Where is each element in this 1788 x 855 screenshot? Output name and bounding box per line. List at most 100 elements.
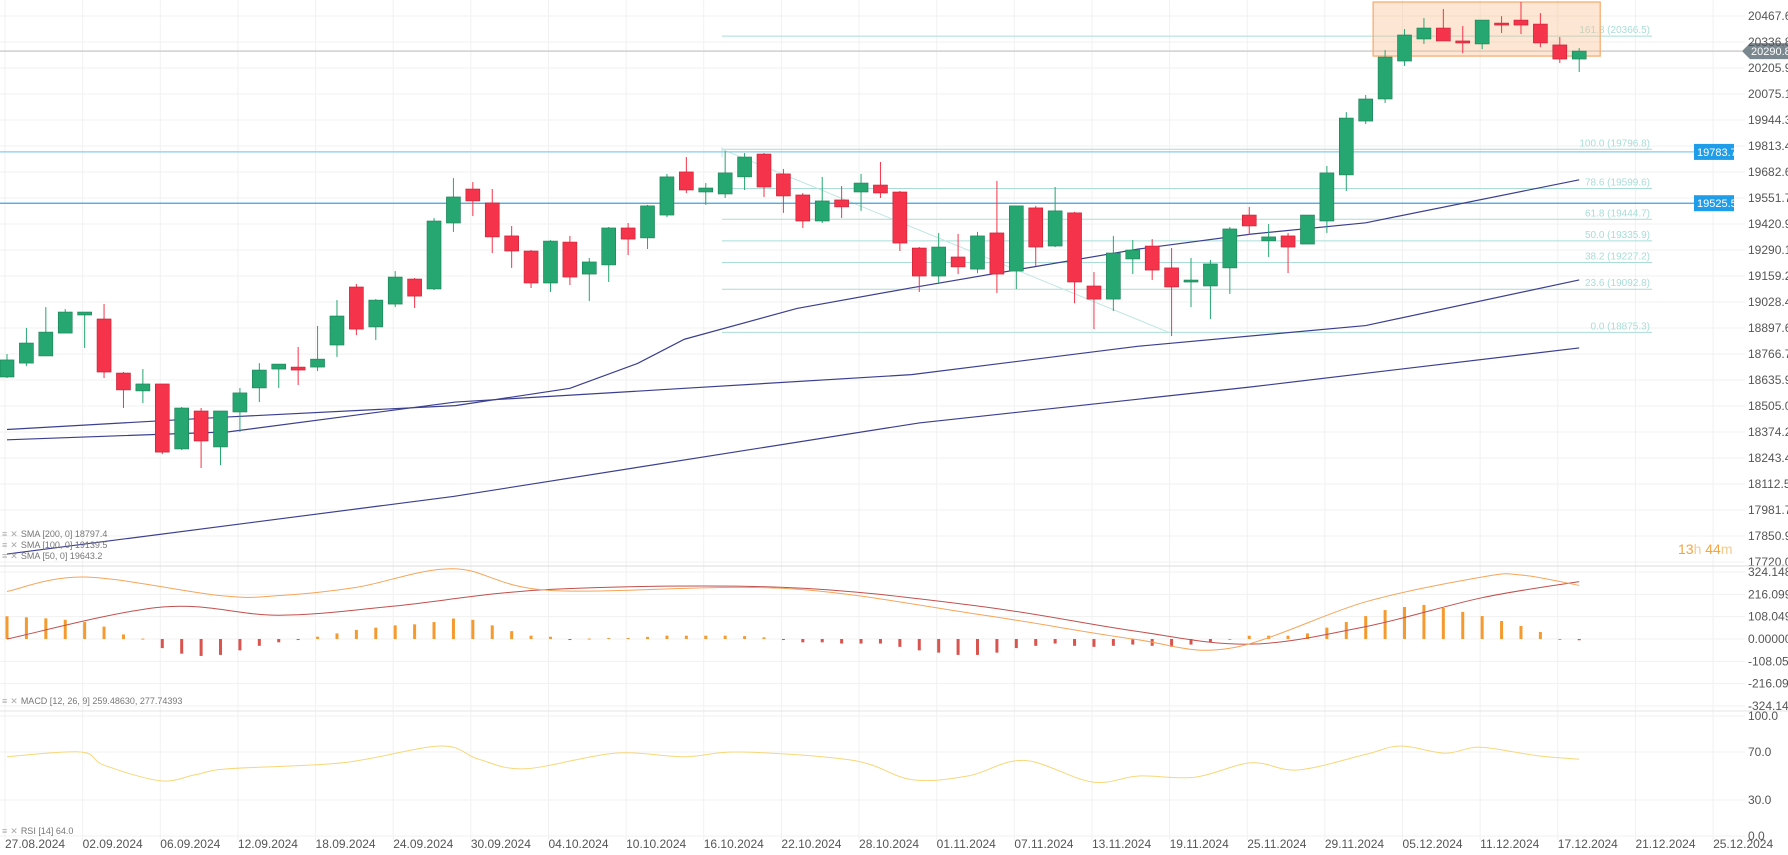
- price-tag: [1694, 195, 1734, 212]
- candle-body: [1047, 210, 1063, 247]
- candle-up: [1183, 257, 1199, 308]
- candle-body: [193, 410, 209, 442]
- macd-histogram-bar: [451, 618, 455, 639]
- macd-histogram-bar: [1286, 635, 1290, 639]
- fibonacci-retracement[interactable]: 161.8 (20366.5) 100.0 (19796.8) 78.6 (1959…: [721, 25, 1652, 333]
- candle-body: [329, 315, 345, 346]
- close-icon[interactable]: ✕: [10, 529, 18, 539]
- candle-down: [776, 168, 791, 213]
- candle-body: [1280, 235, 1296, 248]
- macd-histogram-bar: [354, 629, 358, 639]
- macd-histogram-bar: [1034, 639, 1038, 646]
- candle-up: [135, 369, 151, 404]
- legend-sma100[interactable]: ≡ ✕ SMA [100, 0] 19139.5: [2, 540, 107, 551]
- candle-down: [407, 278, 422, 309]
- candle-body: [679, 171, 694, 191]
- candle-up: [1338, 112, 1354, 191]
- candle-down: [349, 284, 364, 336]
- candle-body: [465, 188, 481, 202]
- candle-up: [329, 300, 345, 357]
- close-icon[interactable]: ✕: [10, 826, 18, 836]
- candle-body: [1455, 40, 1471, 44]
- date-tick-label: 04.10.2024: [548, 837, 608, 851]
- candle-body: [892, 191, 908, 244]
- candle-up: [717, 151, 733, 198]
- rsi-panel: [6, 745, 1580, 784]
- close-icon[interactable]: ✕: [10, 696, 18, 706]
- rsi-tick-label: 70.0: [1748, 745, 1772, 759]
- legend-macd[interactable]: ≡ ✕ MACD [12, 26, 9] 259.48630, 277.74393: [2, 696, 182, 707]
- candle-down: [989, 180, 1005, 293]
- candle-down: [484, 189, 500, 254]
- candle-body: [1125, 249, 1141, 260]
- candle-body: [659, 176, 675, 216]
- macd-histogram-bar: [937, 639, 941, 653]
- legend-sma50[interactable]: ≡ ✕ SMA [50, 0] 19643.2: [2, 551, 102, 562]
- candle-body: [484, 202, 500, 238]
- candle-up: [1474, 19, 1490, 50]
- fib-level-label: 61.8 (19444.7): [1585, 208, 1650, 219]
- date-tick-label: 27.08.2024: [5, 837, 65, 851]
- date-tick-label: 21.12.2024: [1635, 837, 1695, 851]
- legend-label: SMA [100, 0] 19139.5: [20, 540, 108, 550]
- candle-body: [504, 235, 519, 252]
- candle-down: [1280, 232, 1296, 274]
- legend-rsi[interactable]: ≡ ✕ RSI [14] 64.0: [2, 826, 73, 837]
- menu-icon[interactable]: ≡: [2, 826, 8, 836]
- close-icon[interactable]: ✕: [10, 551, 18, 561]
- menu-icon[interactable]: ≡: [2, 529, 8, 539]
- horizontal-lines[interactable]: 19783.7 19525.5 20290.8: [0, 43, 1788, 212]
- countdown-hours-unit: h: [1693, 541, 1702, 557]
- macd-histogram-bar: [878, 639, 882, 644]
- price-tick-label: 18897.6: [1748, 321, 1788, 335]
- date-tick-label: 06.09.2024: [160, 837, 220, 851]
- macd-histogram-bar: [141, 638, 145, 640]
- macd-histogram-bar: [1461, 611, 1465, 639]
- macd-histogram-bar: [1480, 616, 1484, 639]
- candle-body: [174, 407, 189, 450]
- candle-up: [1319, 165, 1335, 233]
- macd-histogram-bar: [1325, 627, 1329, 639]
- candle-down: [562, 235, 578, 285]
- macd-histogram-bar: [63, 619, 67, 639]
- close-icon[interactable]: ✕: [10, 540, 18, 550]
- candle-body: [77, 311, 92, 316]
- menu-icon[interactable]: ≡: [2, 540, 8, 550]
- date-tick-label: 18.09.2024: [316, 837, 376, 851]
- macd-histogram-bar: [44, 618, 48, 639]
- price-tick-label: 18635.9: [1748, 373, 1788, 387]
- candle-body: [116, 372, 131, 391]
- macd-histogram-bar: [607, 637, 611, 639]
- candle-body: [1552, 44, 1568, 60]
- candle-down: [523, 250, 539, 288]
- candle-up: [1106, 235, 1121, 312]
- macd-histogram-bar: [1189, 639, 1193, 645]
- macd-histogram-bar: [995, 639, 999, 653]
- price-tick-label: 17850.9: [1748, 529, 1788, 543]
- macd-histogram-bar: [646, 636, 650, 639]
- candle-up: [853, 173, 869, 211]
- candle-down: [756, 153, 772, 197]
- menu-icon[interactable]: ≡: [2, 551, 8, 561]
- macd-histogram-bar: [626, 637, 630, 639]
- macd-histogram-bar: [490, 625, 494, 639]
- candle-body: [349, 286, 364, 330]
- date-tick-label: 29.11.2024: [1325, 837, 1384, 851]
- candle-down: [950, 233, 966, 275]
- macd-histogram-bar: [1073, 639, 1077, 646]
- candle-body: [562, 241, 578, 278]
- candle-body: [446, 196, 461, 224]
- candle-body: [834, 199, 849, 208]
- price-tick-label: 19551.7: [1748, 191, 1788, 205]
- menu-icon[interactable]: ≡: [2, 696, 8, 706]
- macd-line: [6, 568, 1580, 651]
- candle-down: [892, 190, 908, 252]
- date-tick-label: 22.10.2024: [781, 837, 841, 851]
- legend-sma200[interactable]: ≡ ✕ SMA [200, 0] 18797.4: [2, 529, 107, 540]
- macd-tick-label: -324.149: [1748, 699, 1788, 713]
- macd-histogram-bar: [413, 624, 417, 639]
- candle-down: [911, 247, 927, 292]
- candle-down: [154, 383, 170, 455]
- candle-body: [543, 240, 558, 284]
